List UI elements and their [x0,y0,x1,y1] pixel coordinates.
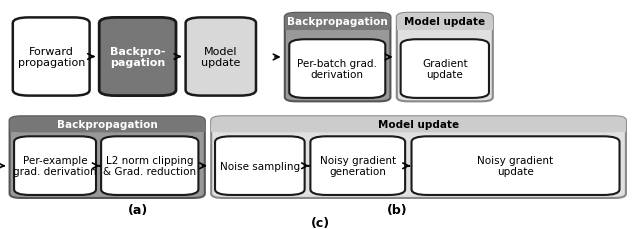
FancyBboxPatch shape [10,117,205,133]
Text: Model update: Model update [378,120,459,130]
Text: Forward
propagation: Forward propagation [17,46,85,68]
FancyBboxPatch shape [401,40,489,98]
FancyBboxPatch shape [285,22,390,31]
FancyBboxPatch shape [101,137,198,195]
Text: L2 norm clipping
& Grad. reduction: L2 norm clipping & Grad. reduction [103,155,196,177]
FancyBboxPatch shape [14,137,96,195]
Text: Gradient
update: Gradient update [422,59,468,80]
FancyBboxPatch shape [397,14,493,31]
FancyBboxPatch shape [99,18,176,96]
Text: Model
update: Model update [201,46,241,68]
Text: Backpropagation: Backpropagation [57,120,157,130]
FancyBboxPatch shape [211,117,626,198]
Text: Per-batch grad.
derivation: Per-batch grad. derivation [298,59,377,80]
FancyBboxPatch shape [211,117,626,133]
FancyBboxPatch shape [412,137,620,195]
FancyBboxPatch shape [186,18,256,96]
FancyBboxPatch shape [289,40,385,98]
Text: Noisy gradient
update: Noisy gradient update [477,155,554,177]
FancyBboxPatch shape [397,22,493,31]
FancyBboxPatch shape [10,125,205,133]
Text: Backpropagation: Backpropagation [287,17,388,27]
Text: (b): (b) [387,203,407,216]
FancyBboxPatch shape [10,117,205,198]
FancyBboxPatch shape [285,14,390,31]
Text: (c): (c) [310,216,330,229]
Text: Per-example
grad. derivation: Per-example grad. derivation [13,155,97,177]
FancyBboxPatch shape [211,125,626,133]
FancyBboxPatch shape [215,137,305,195]
FancyBboxPatch shape [285,14,390,102]
Text: Noise sampling: Noise sampling [220,161,300,171]
Text: Backpro-
pagation: Backpro- pagation [110,46,165,68]
FancyBboxPatch shape [397,14,493,102]
Text: Model update: Model update [404,17,485,27]
FancyBboxPatch shape [310,137,405,195]
Text: Noisy gradient
generation: Noisy gradient generation [320,155,396,177]
FancyBboxPatch shape [13,18,90,96]
Text: (a): (a) [127,203,148,216]
